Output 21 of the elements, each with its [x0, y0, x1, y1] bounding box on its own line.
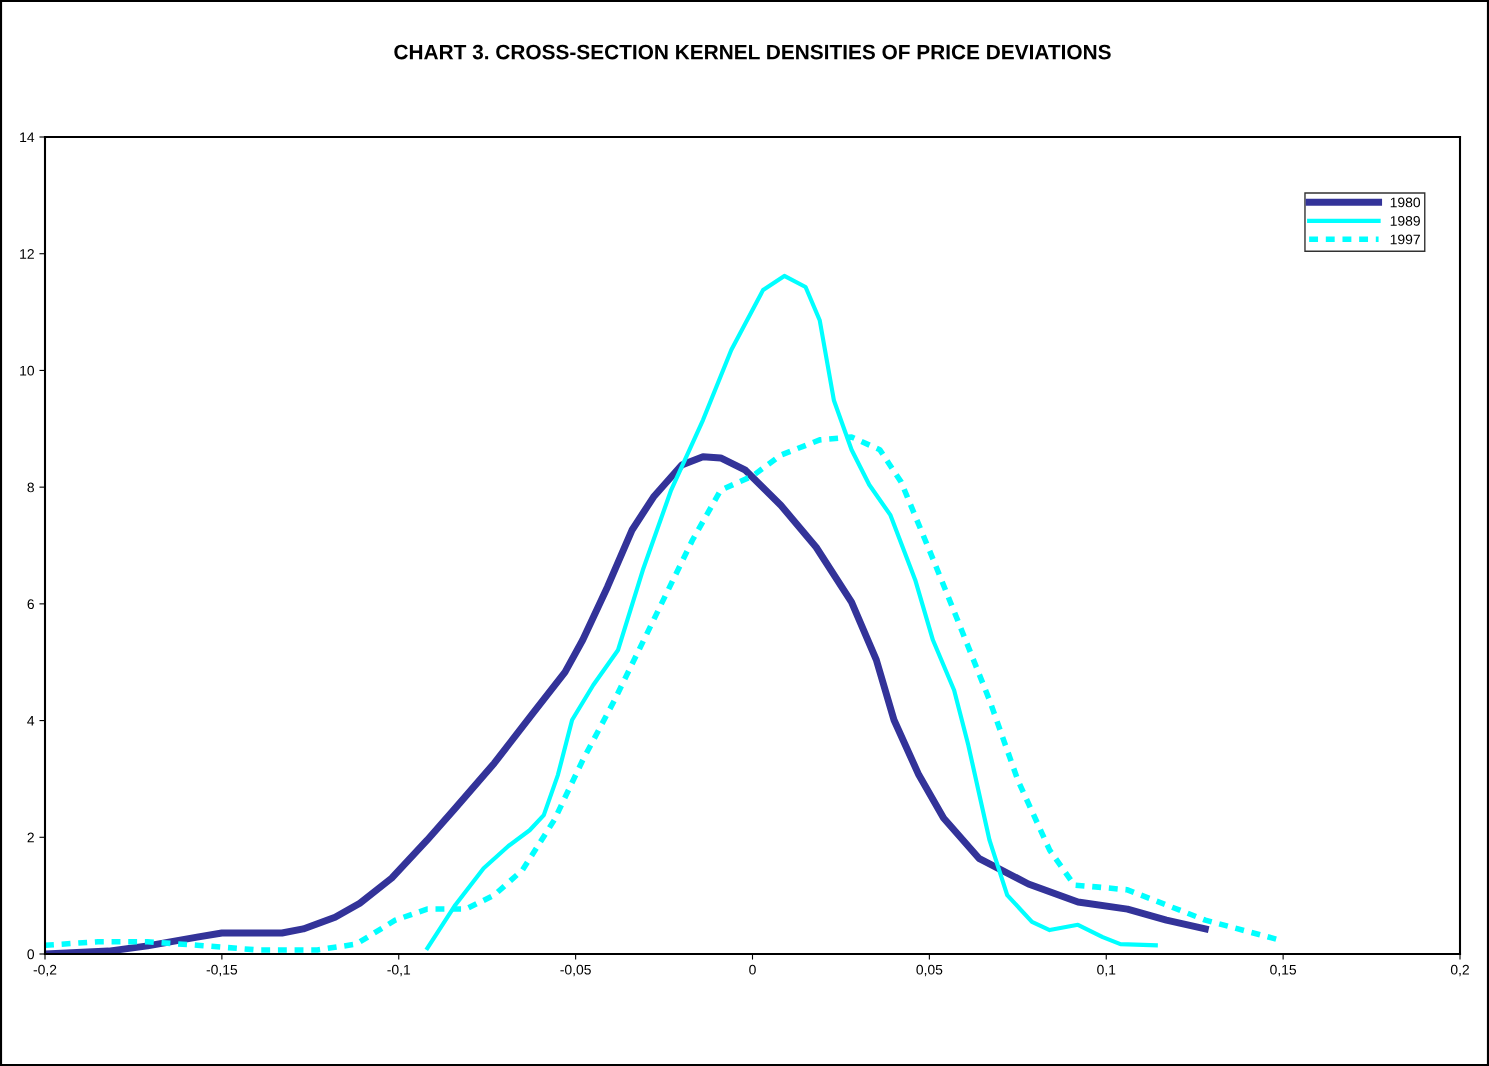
- y-tick-label: 0: [27, 949, 35, 960]
- y-tick-label: 2: [27, 832, 34, 843]
- legend-label: 1980: [1390, 197, 1421, 208]
- x-tick-label: -0,05: [560, 964, 591, 977]
- x-tick-label: -0,2: [33, 964, 57, 977]
- legend-label: 1997: [1390, 234, 1420, 245]
- y-tick-label: 12: [20, 249, 34, 259]
- x-tick-label: 0,2: [1450, 964, 1469, 977]
- y-tick-label: 8: [27, 482, 34, 493]
- y-tick-label: 6: [27, 599, 34, 610]
- chart-title: CHART 3. CROSS-SECTION KERNEL DENSITIES OF PRICE DEVIATIONS: [394, 44, 1111, 60]
- x-tick-label: -0,1: [387, 964, 411, 977]
- x-tick-label: 0,1: [1097, 964, 1116, 977]
- x-tick-label: 0,05: [916, 964, 943, 977]
- y-tick-label: 4: [27, 716, 35, 726]
- x-tick-label: 0,15: [1270, 964, 1297, 977]
- x-tick-label: 0: [749, 964, 756, 975]
- x-tick-label: -0,15: [206, 964, 238, 977]
- y-tick-label: 10: [20, 365, 35, 376]
- y-tick-label: 14: [20, 132, 35, 143]
- legend-label: 1989: [1390, 216, 1420, 226]
